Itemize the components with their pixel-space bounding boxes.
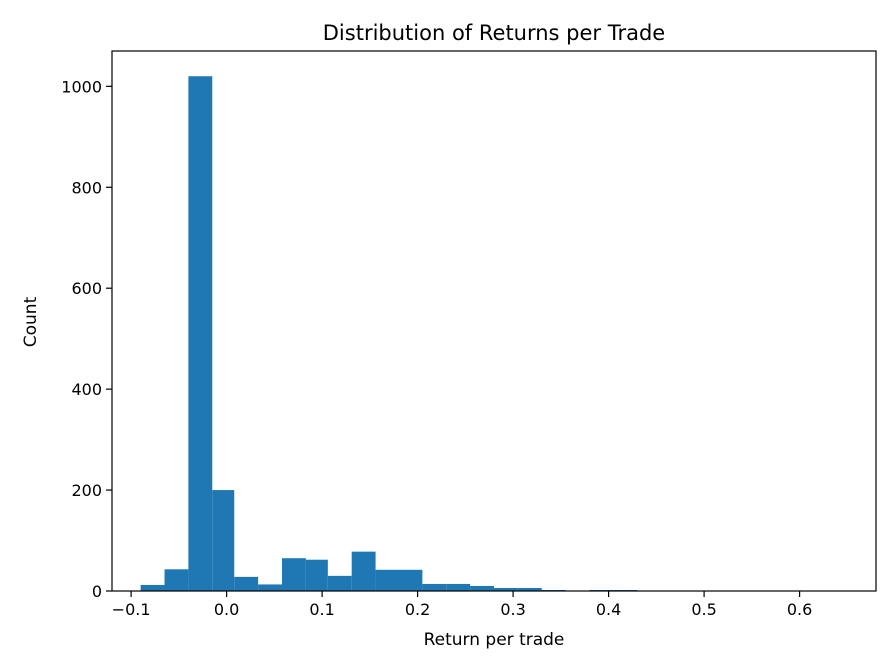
y-tick-label: 800 [71,178,102,197]
y-tick-label: 600 [71,279,102,298]
histogram-bar [375,569,399,591]
x-tick-label: 0.4 [596,600,621,619]
x-axis-label: Return per trade [424,630,565,650]
histogram-bar [234,576,259,591]
axes-frame [111,50,877,592]
chart-title: Distribution of Returns per Trade [323,21,665,45]
histogram-bar [517,587,542,591]
x-tick-label: 0.0 [214,600,239,619]
x-tick-label: 0.2 [405,600,430,619]
y-ticks-group: 0 200 400 600 800 1000 [61,77,112,601]
y-tick-label: 0 [92,582,102,601]
x-ticks-group: −0.1 0.0 0.1 0.2 0.3 0.4 0.5 0.6 [112,591,812,619]
histogram-bar [164,569,189,591]
histogram-bar [398,569,423,591]
histogram-bar [422,583,447,591]
y-tick-label: 200 [71,481,102,500]
x-tick-label: 0.5 [691,600,716,619]
histogram-bar [281,558,306,591]
y-tick-label: 400 [71,380,102,399]
histogram-bar [140,584,165,591]
histogram-bar [446,583,471,591]
x-tick-label: 0.1 [309,600,334,619]
histogram-bar [327,575,352,591]
y-tick-label: 1000 [61,77,102,96]
histogram-bar [470,585,494,591]
histogram-bar [351,551,376,591]
x-tick-label: 0.3 [500,600,525,619]
x-tick-label: −0.1 [112,600,151,619]
x-tick-label: 0.6 [787,600,812,619]
histogram-bar [494,587,518,591]
y-axis-label: Count [21,296,41,347]
histogram-bar [258,584,282,591]
histogram-bar [305,559,328,591]
histogram-bar [212,490,235,591]
histogram-bar [188,76,213,591]
